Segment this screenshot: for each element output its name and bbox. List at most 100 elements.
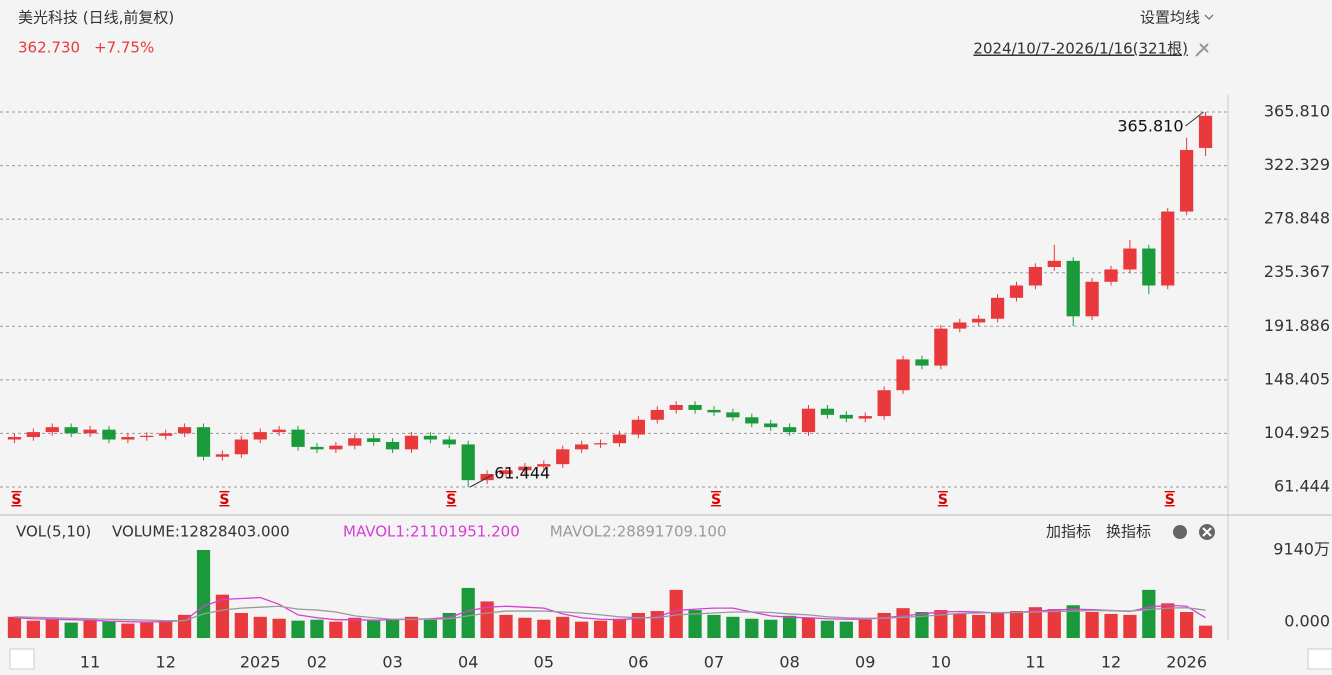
mavol-line [14,605,1206,622]
volume-bar [291,620,305,638]
volume-bar [688,610,702,638]
volume-bar [707,614,721,638]
candle-body [102,429,116,440]
candle-body [64,427,78,434]
close-cross [1202,527,1212,537]
candle-body [612,434,627,444]
x-tick-label: 03 [382,653,402,672]
low-annotation: 61.444 [494,464,550,483]
y-tick-label: 235.367 [1264,262,1330,281]
volume-bar [140,622,154,638]
candle-body [707,409,721,413]
volume-bar [64,622,78,638]
volume-bar [1085,612,1099,638]
volume-bar [745,618,759,638]
candle-body [404,435,419,450]
candle-body [385,441,400,450]
dropdown-icon [1204,14,1214,20]
candle-body [272,429,286,433]
volume-bar [45,618,59,638]
volume-bar [385,618,400,638]
y-tick-label: 191.886 [1264,316,1330,335]
candle-body [669,404,683,410]
candle-body [593,443,608,445]
settings-icon[interactable] [1173,525,1187,539]
volume-bar [102,621,116,638]
date-range: 2024/10/7-2026/1/16(321根) [973,40,1188,58]
x-tick-label: 07 [704,653,724,672]
volume-bar [556,616,570,638]
y-tick-label: 148.405 [1264,369,1330,388]
scroll-left[interactable] [9,648,35,670]
x-tick-label: 2025 [240,653,281,672]
candle-body [1142,248,1156,286]
x-tick-label: 09 [855,653,875,672]
ma-settings[interactable]: 设置均线 [1140,9,1200,27]
candle-body [990,297,1005,319]
volume-bar [1028,607,1043,638]
switch-indicator[interactable]: 换指标 [1106,523,1151,541]
volume-bar [480,601,494,638]
candle-body [877,390,891,417]
volume-bar [990,612,1005,638]
x-tick-label: 11 [1025,653,1045,672]
volume-bar [310,619,324,638]
x-tick-label: 12 [156,653,176,672]
volume-bar [26,620,40,638]
candle-body [1009,285,1024,298]
candle-body [782,427,797,433]
volume-bar [877,612,891,638]
volume-bar [272,618,286,638]
candle-body [896,359,910,391]
x-tick-label: 10 [931,653,951,672]
candle-body [26,432,40,438]
volume-bar [1180,612,1194,638]
candle-body [461,444,475,481]
event-marker: S [1165,492,1175,508]
vol-title: VOL(5,10) [16,523,91,541]
candle-body [650,409,664,420]
y-tick-label: 278.848 [1264,209,1330,228]
volume-bar [1047,609,1061,638]
candle-body [1028,267,1043,286]
volume-bar [1009,611,1024,638]
volume-bar [631,612,645,638]
x-tick-label: 02 [307,653,327,672]
candle-body [480,473,494,481]
pin-icon[interactable] [1195,43,1209,57]
volume-bar [1161,603,1175,638]
candle-body [159,433,173,436]
volume-bar [215,594,230,638]
candle-body [1066,260,1080,317]
x-tick-label: 04 [458,653,478,672]
volume-bar [159,620,173,638]
scroll-right[interactable] [1307,648,1332,670]
volume-bar [1198,625,1213,638]
volume-bar [404,616,419,638]
volume-bar [915,612,929,638]
volume-bar [764,619,778,638]
candle-body [839,414,853,419]
candle-body [310,446,324,450]
volume-bar [367,620,381,638]
volume-bar [537,619,551,638]
candle-body [1161,211,1175,286]
volume-bar [934,610,948,638]
candle-body [367,438,381,442]
event-marker: S [938,492,948,508]
volume-bar [329,621,343,638]
candle-body [121,437,135,440]
volume-bar [1123,614,1137,638]
candle-body [518,466,532,471]
candle-body [934,328,948,366]
volume-bar [518,617,532,638]
volume-bar [1104,613,1118,638]
add-indicator[interactable]: 加指标 [1046,523,1091,541]
x-tick-label: 12 [1101,653,1121,672]
candle-body [140,435,154,438]
candle-body [177,427,192,434]
x-tick-label: 08 [779,653,799,672]
low-arrow [469,474,493,488]
y-tick-label: 61.444 [1274,477,1330,496]
